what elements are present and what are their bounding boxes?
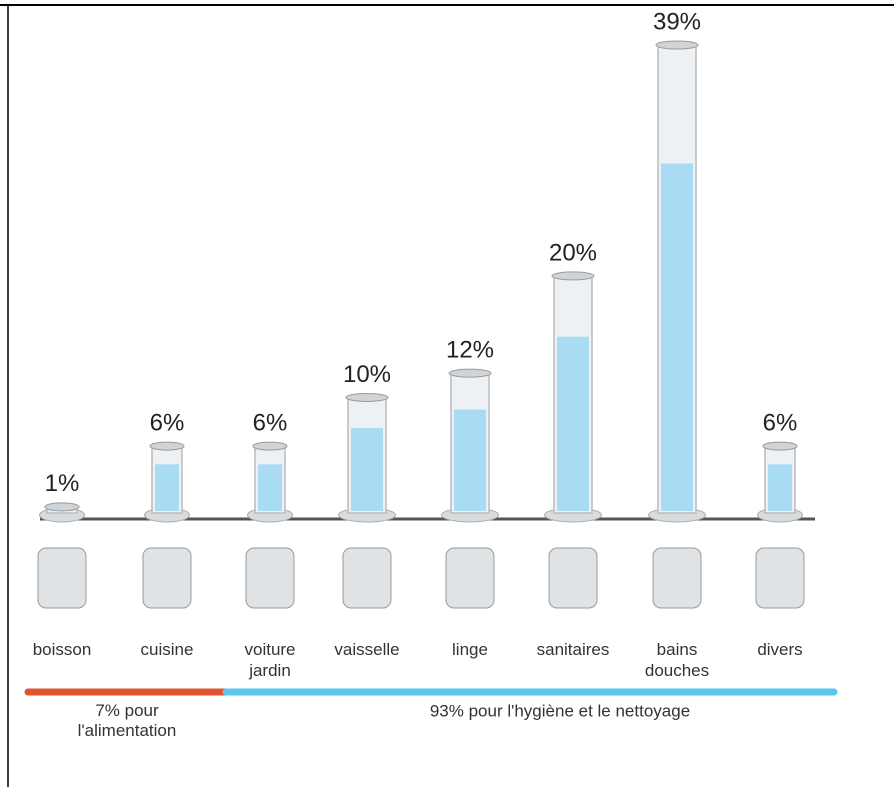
cylinder-rim <box>552 272 594 280</box>
value-label: 12% <box>446 336 494 363</box>
water <box>768 464 792 511</box>
category-label: divers <box>757 640 802 659</box>
water <box>454 410 486 511</box>
icon <box>38 548 86 608</box>
cylinder-rim <box>763 442 797 450</box>
chart: 1% boisson 6% cuisine 6% voiturejardin 10% vais… <box>0 0 894 787</box>
cylinder-rim <box>346 393 388 401</box>
icon <box>343 548 391 608</box>
category-label: vaisselle <box>334 640 399 659</box>
value-label: 20% <box>549 239 597 266</box>
cylinder-rim <box>253 442 287 450</box>
cylinder-rim <box>449 369 491 377</box>
value-label: 6% <box>253 409 288 436</box>
water <box>155 464 179 511</box>
icon <box>756 548 804 608</box>
group-label: 93% pour l'hygiène et le nettoyage <box>430 701 690 720</box>
category-label: sanitaires <box>537 640 610 659</box>
cylinder-rim <box>150 442 184 450</box>
category-label: boisson <box>33 640 92 659</box>
cylinder-rim <box>656 41 698 49</box>
icon <box>653 548 701 608</box>
category-label: linge <box>452 640 488 659</box>
value-label: 6% <box>150 409 185 436</box>
icon <box>246 548 294 608</box>
category-label: cuisine <box>141 640 194 659</box>
water <box>661 164 693 512</box>
value-label: 6% <box>763 409 798 436</box>
value-label: 39% <box>653 8 701 35</box>
cylinder-rim <box>45 503 79 511</box>
value-label: 10% <box>343 361 391 388</box>
icon <box>446 548 494 608</box>
page: 1% boisson 6% cuisine 6% voiturejardin 10% vais… <box>0 0 894 787</box>
icon <box>143 548 191 608</box>
water <box>258 464 282 511</box>
water <box>351 428 383 511</box>
value-label: 1% <box>45 470 80 497</box>
icon <box>549 548 597 608</box>
water <box>557 337 589 511</box>
